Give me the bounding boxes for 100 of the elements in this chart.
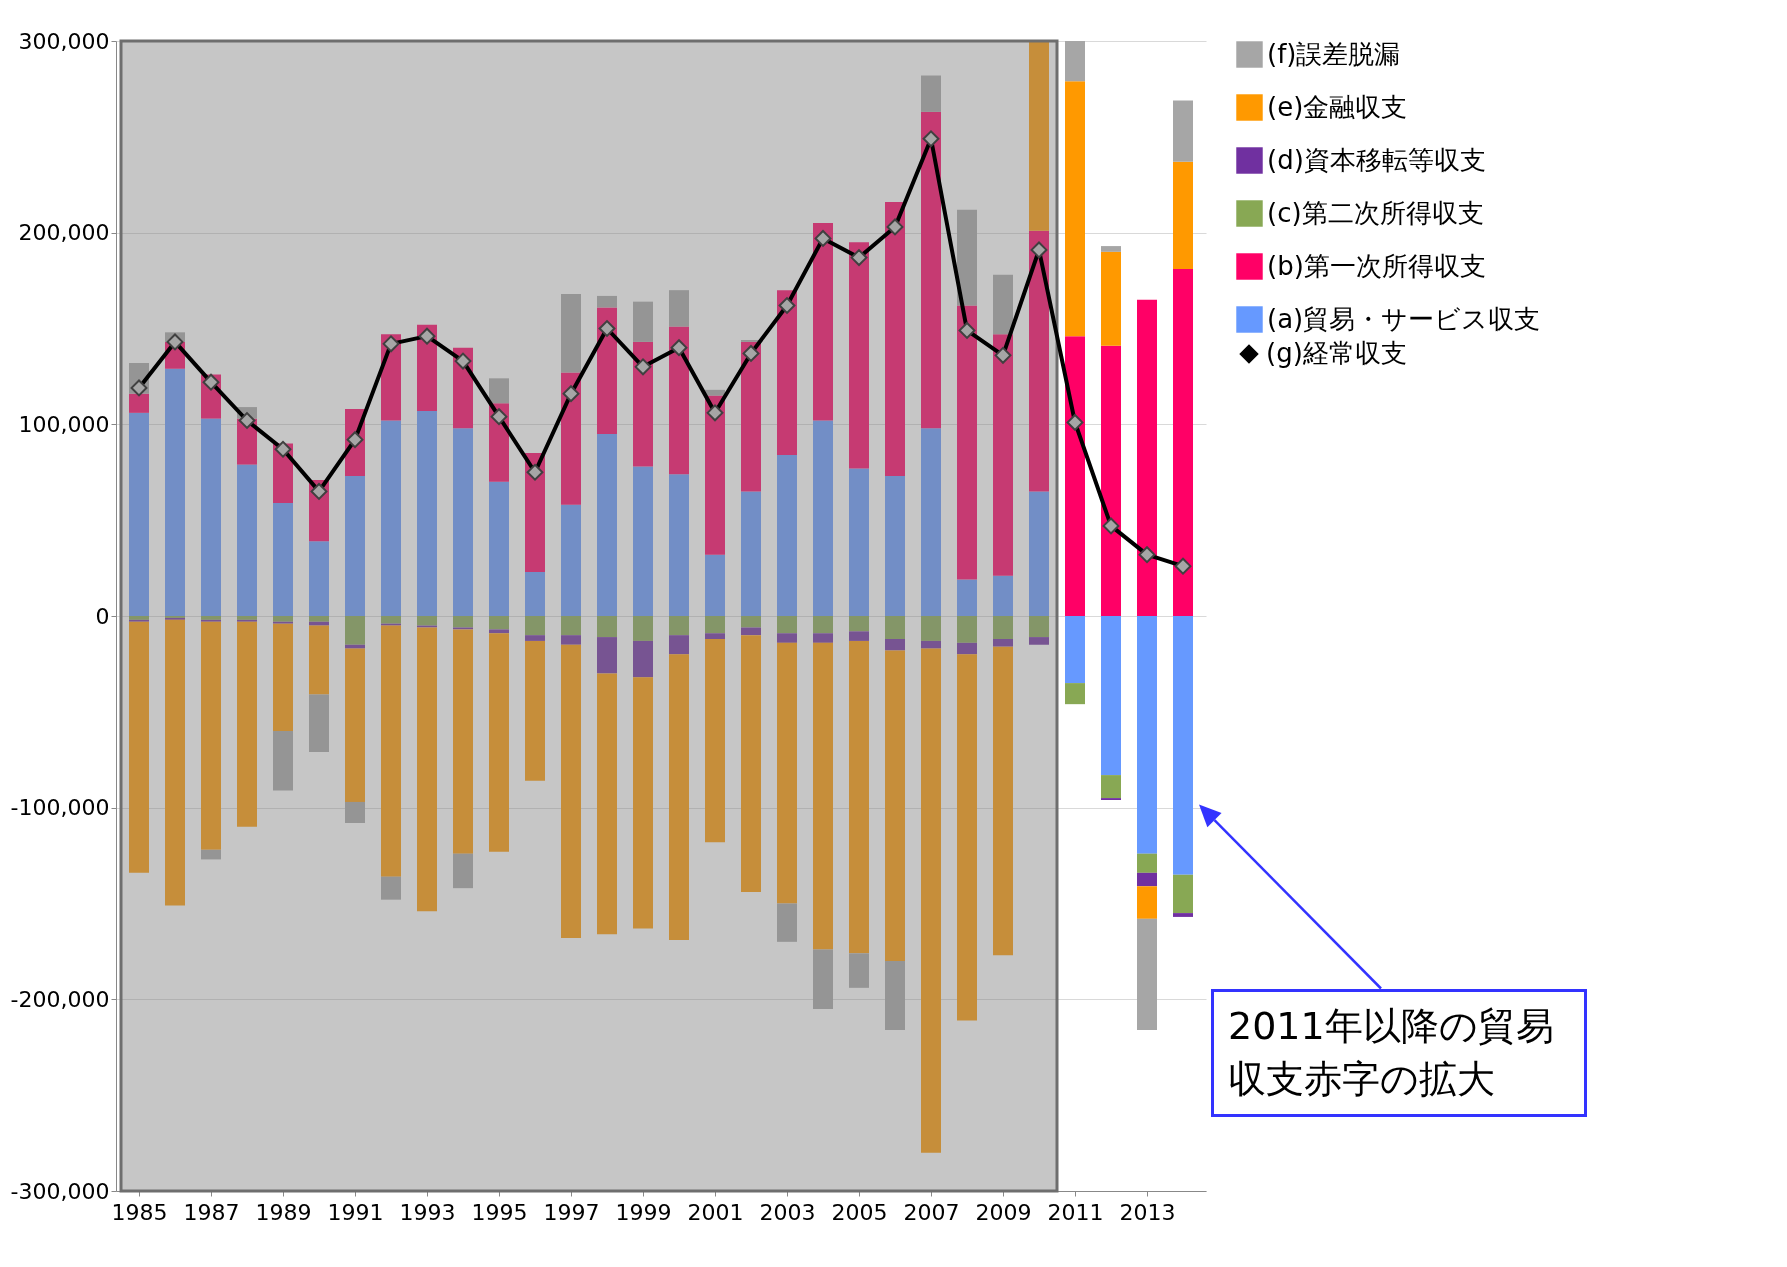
bar [921, 75, 941, 112]
legend-label: (f)誤差脱漏 [1267, 38, 1401, 69]
bar [1173, 161, 1193, 270]
bar [381, 616, 401, 624]
x-tick-label: 1999 [615, 1199, 672, 1225]
bar [957, 305, 977, 580]
bar [1029, 491, 1049, 616]
bar [669, 474, 689, 616]
bar [813, 633, 833, 643]
bar [885, 616, 905, 639]
bar [597, 616, 617, 638]
bar [345, 801, 365, 823]
bar [633, 301, 653, 342]
bar [1137, 872, 1157, 887]
bar [309, 694, 329, 753]
bar [1101, 616, 1121, 776]
bar [417, 410, 437, 616]
bar [993, 334, 1013, 576]
y-tick-label: 300,000 [18, 28, 110, 54]
y-tick-label: 100,000 [18, 411, 110, 437]
bar [1173, 269, 1193, 616]
bar [381, 420, 401, 616]
bar [741, 341, 761, 492]
bar [237, 464, 257, 616]
bar [669, 654, 689, 940]
bar [705, 395, 725, 555]
legend-label: (g)経常収支 [1266, 338, 1407, 368]
x-tick-label: 2001 [687, 1199, 744, 1225]
bar [777, 290, 797, 455]
bar [777, 642, 797, 904]
bar [957, 579, 977, 616]
x-tick-label: 2007 [903, 1199, 960, 1225]
bar [489, 481, 509, 616]
bar [129, 393, 149, 413]
bar [993, 639, 1013, 647]
bar [813, 642, 833, 950]
bar [777, 455, 797, 616]
bar [885, 961, 905, 1030]
bar [1101, 775, 1121, 799]
bar [993, 616, 1013, 639]
bar [921, 648, 941, 1153]
bar [885, 639, 905, 651]
x-tick-label: 1993 [399, 1199, 456, 1225]
bar [1029, 616, 1049, 638]
bar [633, 466, 653, 616]
bar [309, 616, 329, 622]
bar [741, 491, 761, 616]
bar [669, 290, 689, 327]
bar [1029, 230, 1049, 492]
bar [1101, 345, 1121, 616]
bar [1173, 616, 1193, 875]
x-tick-label: 2003 [759, 1199, 816, 1225]
bar [129, 412, 149, 616]
bar [1137, 918, 1157, 1030]
x-tick-label: 1985 [111, 1199, 168, 1225]
bar [489, 629, 509, 634]
bar [921, 428, 941, 616]
bar [777, 633, 797, 643]
bar [597, 307, 617, 434]
x-tick-label: 2005 [831, 1199, 888, 1225]
bar [489, 633, 509, 852]
bar [849, 242, 869, 469]
bar [561, 616, 581, 636]
bar [741, 635, 761, 892]
bar [1065, 81, 1085, 337]
bar [1173, 913, 1193, 917]
bar [561, 294, 581, 373]
bar [273, 623, 293, 731]
bar [813, 949, 833, 1009]
legend-label: (d)資本移転等収支 [1267, 144, 1486, 175]
bar [561, 635, 581, 645]
legend-label: (c)第二次所得収支 [1267, 197, 1484, 228]
x-tick-label: 1991 [327, 1199, 384, 1225]
legend-label: (b)第一次所得収支 [1267, 250, 1486, 281]
bar [237, 621, 257, 827]
bar [525, 571, 545, 616]
bar [309, 625, 329, 695]
bar [453, 616, 473, 628]
bar [561, 644, 581, 938]
bar [1065, 683, 1085, 705]
bar [921, 616, 941, 641]
bar [669, 616, 689, 636]
x-tick-label: 2009 [975, 1199, 1032, 1225]
bar [597, 673, 617, 935]
legend-label: (e)金融収支 [1267, 91, 1408, 122]
x-tick-label: 2011 [1047, 1199, 1104, 1225]
text: 2011年以降の貿易収支赤字の拡大 [1211, 988, 1587, 1117]
bar [525, 635, 545, 641]
bar [633, 341, 653, 467]
y-tick-label: -100,000 [10, 795, 110, 821]
bar [849, 468, 869, 616]
bar [525, 640, 545, 781]
bar [705, 616, 725, 634]
bar [849, 953, 869, 988]
bar [957, 654, 977, 1021]
bar [1029, 41, 1049, 231]
bar [813, 616, 833, 634]
bar [273, 502, 293, 616]
x-tick-label: 1997 [543, 1199, 600, 1225]
bar [993, 575, 1013, 616]
